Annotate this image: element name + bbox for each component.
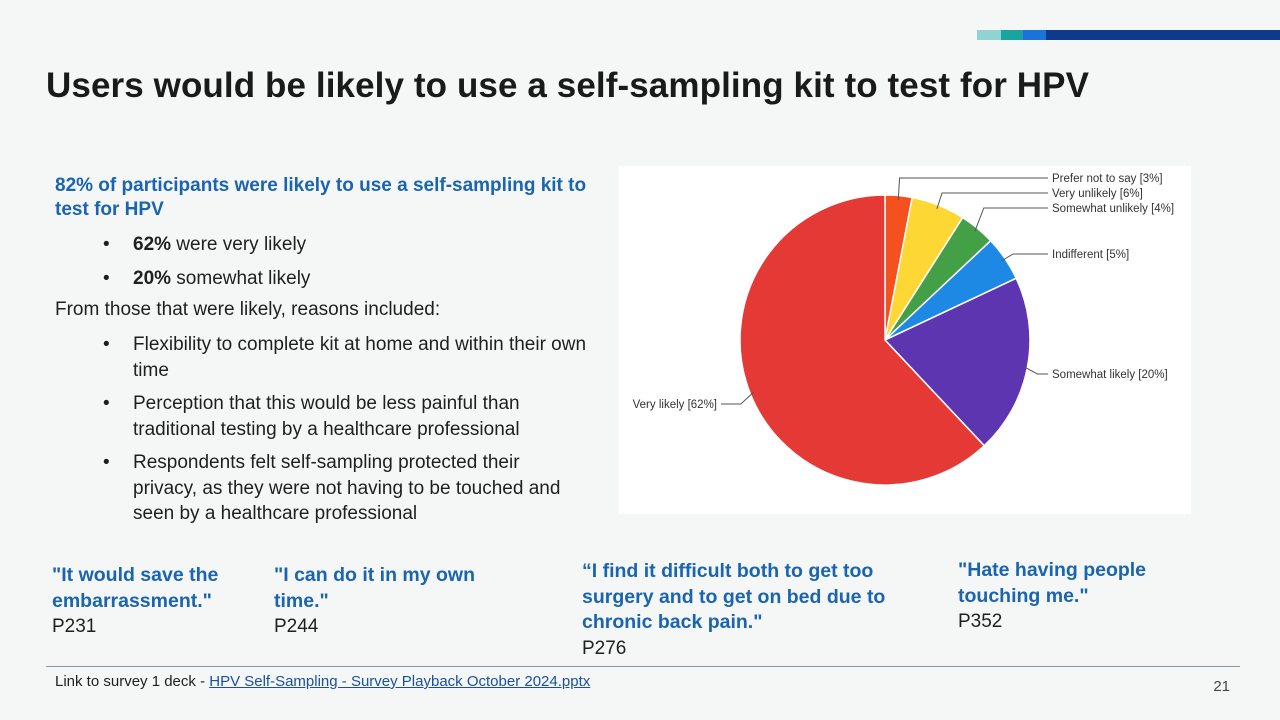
pie-slice-label: Prefer not to say [3%] — [1052, 173, 1163, 185]
quote-text: “I find it difficult both to get too sur… — [582, 560, 886, 633]
quote-text: "Hate having people touching me." — [958, 559, 1147, 607]
pie-leader-line — [1023, 365, 1048, 375]
accent-bar-2 — [1001, 30, 1023, 40]
quote-card: "It would save the embarrassment." P231 — [52, 563, 257, 639]
pie-leader-line — [1001, 253, 1048, 262]
accent-bar-4 — [1046, 30, 1280, 40]
survey-deck-link[interactable]: HPV Self-Sampling - Survey Playback Octo… — [209, 673, 591, 690]
reason-bullet: • Respondents felt self-sampling protect… — [103, 450, 583, 527]
accent-bar-1 — [977, 30, 1001, 40]
pie-leader-line — [897, 177, 1048, 200]
bullet-dot: • — [103, 452, 110, 473]
pie-slice-label: Indifferent [5%] — [1052, 249, 1129, 261]
bullet-dot: • — [103, 334, 110, 355]
reason-text: Perception that this would be less painf… — [133, 393, 520, 440]
quote-card: "Hate having people touching me." P352 — [958, 558, 1183, 634]
footer-divider — [46, 666, 1240, 667]
page-number: 21 — [1213, 678, 1230, 695]
pie-chart: Prefer not to say [3%] Very unlikely [6%]… — [633, 173, 1174, 486]
stat-text: somewhat likely — [171, 268, 311, 289]
quote-text: "I can do it in my own time." — [274, 564, 476, 612]
reason-bullet: • Perception that this would be less pai… — [103, 391, 603, 442]
bullet-dot: • — [103, 393, 110, 414]
quote-card: "I can do it in my own time." P244 — [274, 563, 519, 639]
stat-value: 20% — [133, 268, 172, 289]
pie-leader-line — [974, 207, 1048, 232]
reasons-intro: From those that were likely, reasons inc… — [55, 299, 441, 320]
accent-bar-3 — [1023, 30, 1046, 40]
stat-text: were very likely — [171, 234, 307, 255]
stat-value: 62% — [133, 234, 172, 255]
quote-text: "It would save the embarrassment." — [52, 564, 219, 612]
pie-slice — [883, 277, 1031, 447]
summary-lead: 82% of participants were likely to use a… — [55, 175, 587, 220]
bullet-dot: • — [103, 268, 110, 289]
quote-participant: P352 — [958, 611, 1003, 632]
quote-participant: P231 — [52, 616, 97, 637]
slide-title: Users would be likely to use a self-samp… — [46, 66, 1090, 105]
pie-slice-label: Very unlikely [6%] — [1052, 188, 1143, 200]
reason-text: Respondents felt self-sampling protected… — [133, 452, 561, 524]
quote-participant: P244 — [274, 616, 319, 637]
pie-chart-panel: Prefer not to say [3%] Very unlikely [6%]… — [619, 166, 1191, 514]
stat-bullet-very-likely: • 62% were very likely — [103, 232, 307, 258]
footer-note: Link to survey 1 deck - HPV Self-Samplin… — [55, 673, 590, 690]
pie-leader-line — [721, 391, 755, 405]
quote-participant: P276 — [582, 637, 627, 659]
stat-bullet-somewhat-likely: • 20% somewhat likely — [103, 266, 311, 292]
pie-slice-label: Somewhat likely [20%] — [1052, 369, 1168, 381]
reason-bullet: • Flexibility to complete kit at home an… — [103, 332, 603, 383]
pie-slice-label: Somewhat unlikely [4%] — [1052, 203, 1174, 215]
reason-text: Flexibility to complete kit at home and … — [133, 334, 587, 381]
pie-leader-line — [936, 192, 1048, 210]
footer-prefix: Link to survey 1 deck - — [55, 673, 210, 690]
pie-slice — [739, 194, 986, 486]
quote-card: “I find it difficult both to get too sur… — [582, 559, 927, 661]
bullet-dot: • — [103, 234, 110, 255]
pie-slice-label: Very likely [62%] — [633, 399, 717, 411]
